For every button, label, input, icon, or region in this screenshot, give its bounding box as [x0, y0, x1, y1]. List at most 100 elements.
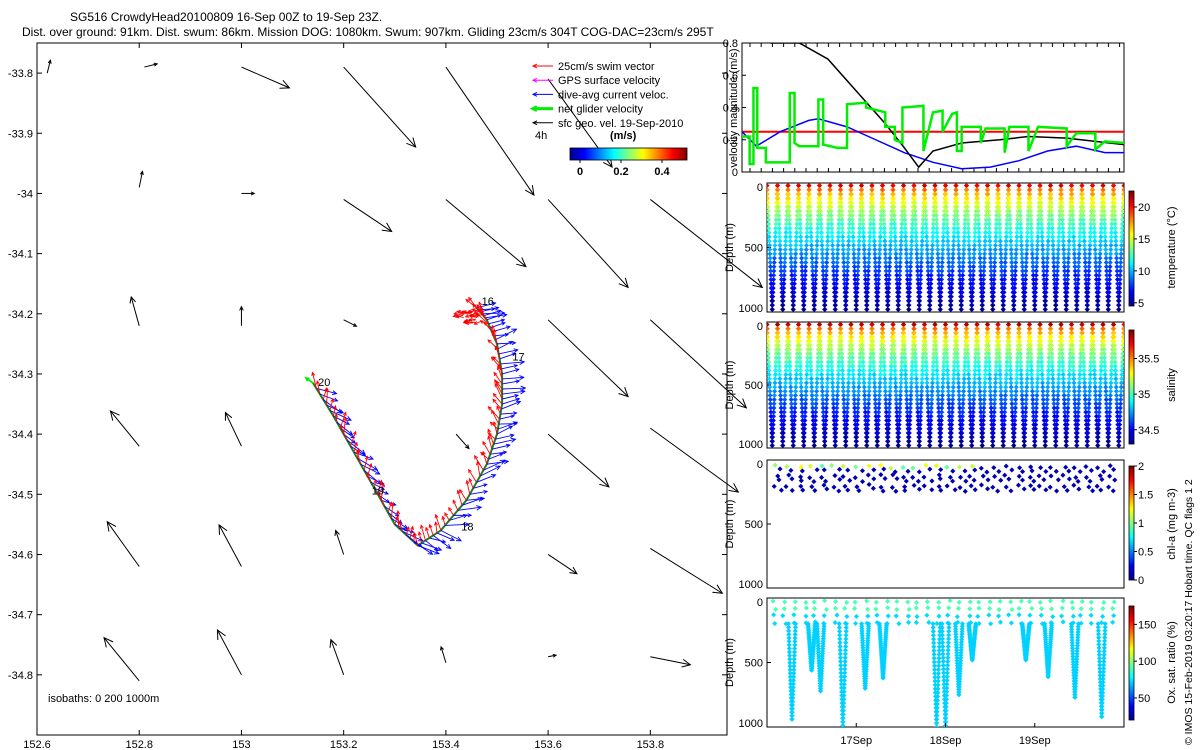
dive-avg-current-vector-head	[513, 348, 519, 353]
section-point	[776, 347, 782, 353]
section-point	[1070, 208, 1076, 214]
section-point	[880, 338, 886, 344]
section-point	[794, 355, 800, 361]
section-point	[851, 384, 857, 390]
legend-entry: dive-avg current veloc.	[558, 89, 669, 101]
section-point	[913, 230, 919, 236]
section-point	[1061, 251, 1067, 257]
section-colorbar-label: temperature (°C)	[1166, 206, 1178, 288]
section-point	[1098, 225, 1104, 231]
dive-avg-current-vector-head	[501, 321, 506, 326]
section-y-tick-label: 500	[745, 243, 763, 255]
section-point	[834, 268, 840, 274]
geo-velocity-vector-head	[736, 398, 748, 409]
section-point	[799, 409, 805, 415]
dive-avg-current-vector-head	[333, 397, 339, 402]
section-point	[950, 242, 957, 248]
swim-vector	[390, 503, 394, 519]
section-point	[804, 367, 810, 373]
section-point	[831, 409, 837, 415]
swim-vector-head	[434, 513, 439, 519]
section-point	[1038, 204, 1044, 210]
section-point	[825, 376, 831, 382]
section-point	[888, 230, 894, 236]
section-point	[1072, 276, 1079, 283]
section-point	[914, 264, 920, 270]
geo-velocity-vector-head	[139, 170, 144, 176]
section-point	[811, 438, 817, 444]
section-point	[771, 405, 777, 411]
section-point	[1051, 272, 1057, 278]
section-point	[1088, 225, 1094, 231]
swim-vector-head	[494, 382, 499, 388]
section-point	[1075, 272, 1081, 278]
section-point	[810, 289, 817, 295]
section-point	[1045, 247, 1051, 253]
section-point	[1034, 255, 1040, 261]
velocity-y-axis-label: velocity magnitude (m/s)	[728, 48, 740, 167]
section-point	[871, 242, 878, 248]
section-point	[1051, 264, 1057, 270]
legend-arrow-head	[531, 120, 538, 126]
section-point	[947, 289, 953, 295]
section-point	[1092, 234, 1098, 240]
section-point	[897, 405, 903, 411]
section-point	[814, 230, 821, 236]
swim-vector-head	[474, 454, 479, 460]
section-point	[965, 225, 971, 231]
section-point	[767, 367, 772, 373]
section-point	[1062, 285, 1068, 291]
section-point	[806, 322, 812, 328]
track-day-label: 17	[512, 352, 524, 364]
section-point	[901, 338, 907, 344]
section-point	[1035, 238, 1041, 244]
section-point	[991, 268, 997, 274]
section-point	[866, 384, 872, 390]
map-y-tick-label: -33.8	[8, 68, 33, 80]
geo-velocity-vector	[547, 433, 610, 488]
map-y-tick-label: -33.9	[8, 128, 33, 140]
track-day-label: 20	[318, 377, 330, 389]
swim-vector-head	[496, 405, 500, 410]
section-point	[773, 363, 779, 369]
section-point	[841, 409, 847, 415]
section-point	[805, 217, 811, 223]
section-point	[1113, 247, 1119, 253]
section-point	[811, 430, 817, 436]
section-point	[949, 268, 955, 274]
section-point	[831, 417, 837, 423]
section-point	[992, 242, 999, 248]
section-point	[1055, 255, 1061, 261]
swim-vector-head	[476, 303, 481, 309]
swim-vector	[487, 436, 493, 450]
section-point	[808, 221, 814, 227]
section-point	[778, 401, 784, 407]
section-point	[882, 376, 888, 382]
section-point	[1012, 268, 1018, 274]
section-point	[998, 264, 1004, 270]
section-point	[1081, 221, 1087, 227]
swim-vector-head	[352, 430, 357, 436]
geo-velocity-vector	[649, 319, 747, 409]
section-point	[814, 367, 821, 373]
geo-velocity-vector-head	[552, 653, 558, 658]
section-point	[849, 347, 855, 353]
section-point	[1081, 234, 1087, 240]
dive-avg-current-vector	[469, 491, 488, 495]
section-point	[845, 384, 851, 390]
section-point	[1058, 191, 1064, 197]
section-point	[1033, 272, 1039, 278]
section-point	[934, 221, 940, 227]
section-point	[1049, 225, 1055, 231]
colorbar-tick-label: 0	[577, 166, 583, 178]
swim-vector	[474, 320, 481, 325]
section-point	[891, 338, 897, 344]
dive-avg-current-vector	[346, 439, 366, 455]
section-point	[769, 430, 775, 436]
legend-interval: 4h	[535, 130, 547, 142]
section-point	[1060, 234, 1066, 240]
dive-avg-current-vector-head	[375, 469, 381, 475]
dive-avg-current-vector	[502, 376, 524, 380]
section-point	[767, 376, 772, 382]
geo-velocity-vector-head	[103, 636, 114, 648]
